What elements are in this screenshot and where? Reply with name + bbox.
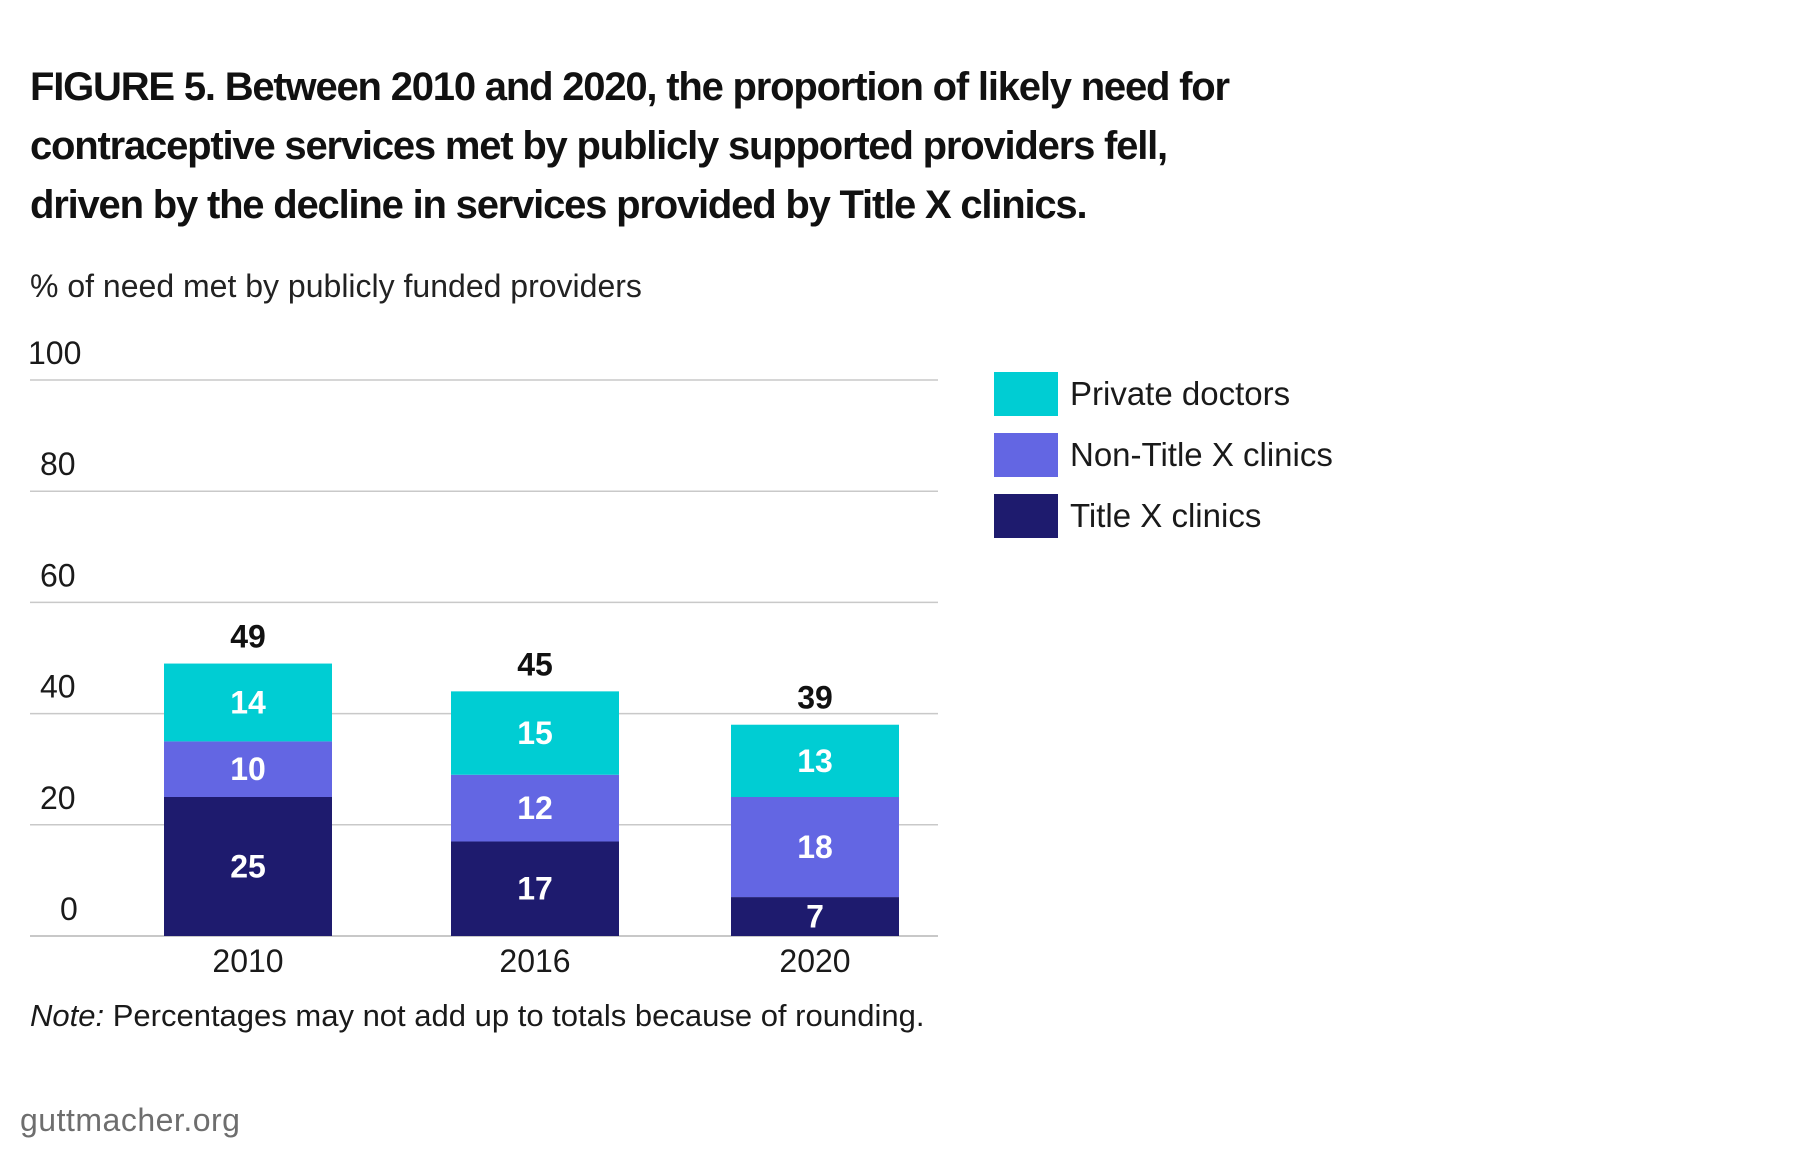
segment-value-label: 14 xyxy=(230,684,266,720)
bar-segment xyxy=(451,691,619,775)
bar-stack: 17 12 15 45 xyxy=(451,646,619,936)
bar-stack: 7 18 13 39 xyxy=(731,680,899,936)
source-credit: guttmacher.org xyxy=(20,1102,241,1138)
y-axis-ticks: 0 20 40 60 80 100 xyxy=(28,335,81,927)
x-tick-label: 2016 xyxy=(499,943,570,979)
segment-value-label: 7 xyxy=(806,899,824,935)
segment-value-label: 13 xyxy=(797,743,833,779)
bar-segment xyxy=(731,897,899,936)
segment-value-label: 25 xyxy=(230,849,266,885)
total-value-label: 49 xyxy=(230,619,266,655)
bars: 25 10 14 49 17 12 15 45 7 18 13 39 xyxy=(164,619,899,936)
chart-title: FIGURE 5. Between 2010 and 2020, the pro… xyxy=(30,65,1230,227)
legend-label: Private doctors xyxy=(1070,375,1291,412)
y-tick-label: 40 xyxy=(40,669,76,705)
legend-label: Title X clinics xyxy=(1070,497,1262,534)
bar-segment xyxy=(164,797,332,936)
segment-value-label: 10 xyxy=(230,751,266,787)
footnote-text: Percentages may not add up to totals bec… xyxy=(104,998,925,1033)
legend-swatch xyxy=(994,372,1058,416)
bar-segment xyxy=(731,797,899,898)
bar-stack: 25 10 14 49 xyxy=(164,619,332,936)
x-tick-label: 2010 xyxy=(212,943,283,979)
bar-segment xyxy=(451,774,619,842)
segment-value-label: 18 xyxy=(797,829,833,865)
footnote: Note: Percentages may not add up to tota… xyxy=(30,998,924,1034)
y-tick-label: 100 xyxy=(28,335,81,371)
y-tick-label: 80 xyxy=(40,446,76,482)
total-value-label: 45 xyxy=(517,646,553,682)
x-axis-ticks: 2010 2016 2020 xyxy=(212,943,850,979)
legend-item: Non-Title X clinics xyxy=(994,433,1333,477)
segment-value-label: 15 xyxy=(517,715,553,751)
legend: Private doctors Non-Title X clinics Title … xyxy=(994,372,1333,555)
legend-item: Title X clinics xyxy=(994,494,1333,538)
y-tick-label: 0 xyxy=(60,891,78,927)
segment-value-label: 12 xyxy=(517,790,553,826)
footnote-label: Note: xyxy=(30,998,105,1033)
bar-segment xyxy=(164,663,332,742)
legend-swatch xyxy=(994,433,1058,477)
legend-item: Private doctors xyxy=(994,372,1333,416)
segment-value-label: 17 xyxy=(517,871,553,907)
legend-label: Non-Title X clinics xyxy=(1070,436,1333,473)
y-tick-label: 20 xyxy=(40,780,76,816)
bar-segment xyxy=(451,841,619,936)
y-tick-label: 60 xyxy=(40,557,76,593)
x-tick-label: 2020 xyxy=(779,943,850,979)
total-value-label: 39 xyxy=(797,680,833,716)
legend-swatch xyxy=(994,494,1058,538)
bar-segment xyxy=(731,724,899,797)
bar-segment xyxy=(164,741,332,797)
y-axis-label: % of need met by publicly funded provide… xyxy=(30,268,642,304)
